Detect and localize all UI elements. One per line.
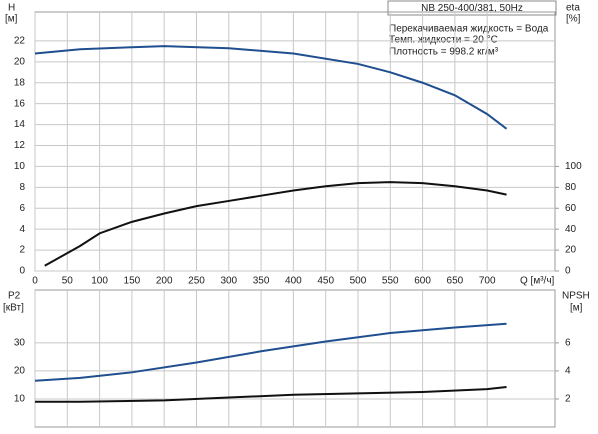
annotation: Плотность = 998.2 кг/м³ <box>389 47 499 58</box>
x-tick-label: 400 <box>285 276 302 287</box>
y2-tick-label: 40 <box>565 224 577 235</box>
y-tick-label: 22 <box>14 36 26 47</box>
plot-frame <box>34 289 556 428</box>
y-tick-label: 4 <box>19 224 25 235</box>
x-tick-label: 550 <box>382 276 399 287</box>
y-tick-label: 8 <box>19 182 25 193</box>
y2-axis-label: NPSH <box>562 291 590 302</box>
x-tick-label: 250 <box>188 276 205 287</box>
y-tick-label: 30 <box>14 338 26 349</box>
y-tick-label: 10 <box>14 161 26 172</box>
chart-title: NB 250-400/381, 50Hz <box>421 3 523 14</box>
x-tick-label: 650 <box>447 276 464 287</box>
x-tick-label: 350 <box>253 276 270 287</box>
x-tick-label: 700 <box>479 276 496 287</box>
y-tick-label: 6 <box>19 203 25 214</box>
x-tick-label: 100 <box>91 276 108 287</box>
x-axis-label: Q [м³/ч] <box>520 276 555 287</box>
y2-axis-label: eta <box>566 3 580 14</box>
curve <box>35 386 507 403</box>
y2-tick-label: 80 <box>565 182 577 193</box>
y-tick-label: 20 <box>14 366 26 377</box>
y-axis-label: P2 <box>8 291 21 302</box>
y-tick-label: 20 <box>14 56 26 67</box>
curve <box>34 45 508 130</box>
curve <box>34 322 507 382</box>
x-tick-label: 0 <box>32 276 38 287</box>
y-tick-label: 16 <box>14 98 26 109</box>
y-axis-unit: [м] <box>5 14 18 25</box>
y2-tick-label: 60 <box>565 203 577 214</box>
y2-axis-unit: [м] <box>570 303 583 314</box>
x-tick-label: 500 <box>350 276 367 287</box>
y2-tick-label: 0 <box>565 266 571 277</box>
y-tick-label: 10 <box>14 394 26 405</box>
annotation: Перекачиваемая жидкость = Вода <box>389 24 549 35</box>
y-axis-unit: [кВт] <box>3 303 24 314</box>
y-tick-label: 18 <box>14 77 26 88</box>
y-tick-label: 0 <box>19 266 25 277</box>
x-tick-label: 200 <box>156 276 173 287</box>
x-tick-label: 150 <box>124 276 141 287</box>
x-tick-label: 300 <box>220 276 237 287</box>
y2-tick-label: 4 <box>565 366 571 377</box>
y-tick-label: 2 <box>19 245 25 256</box>
y2-tick-label: 6 <box>565 338 571 349</box>
x-tick-label: 600 <box>414 276 431 287</box>
y2-tick-label: 100 <box>565 161 582 172</box>
y-tick-label: 14 <box>14 119 26 130</box>
y-axis-label: H <box>8 3 15 14</box>
curve <box>44 181 507 267</box>
x-tick-label: 50 <box>62 276 74 287</box>
y2-axis-unit: [%] <box>566 14 581 25</box>
y2-tick-label: 20 <box>565 245 577 256</box>
y-tick-label: 12 <box>14 140 26 151</box>
annotation: Темп. жидкости = 20 °C <box>389 35 498 46</box>
x-tick-label: 450 <box>317 276 334 287</box>
y2-tick-label: 2 <box>565 394 571 405</box>
